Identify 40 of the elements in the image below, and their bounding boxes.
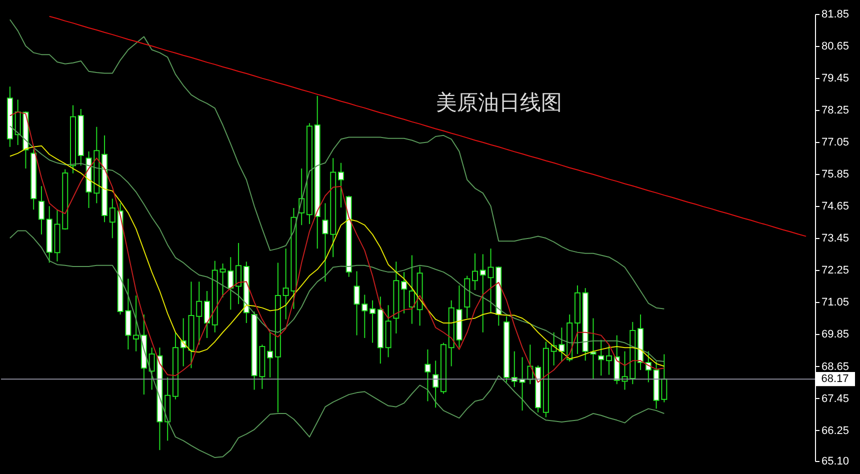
line-series — [9, 230, 665, 458]
y-tick-label: 67.45 — [822, 392, 850, 405]
candlestick — [472, 252, 478, 290]
candlestick — [645, 350, 652, 383]
y-tick-label: 68.65 — [822, 360, 850, 373]
candlestick — [401, 272, 408, 314]
line-series — [48, 16, 807, 237]
candlestick — [432, 360, 439, 408]
candlestick — [480, 254, 486, 333]
line-series — [9, 19, 665, 310]
candlestick — [338, 162, 344, 208]
y-tick-label: 78.25 — [822, 104, 850, 117]
y-tick-label: 74.65 — [822, 200, 850, 213]
y-tick-label: 73.45 — [822, 232, 850, 245]
y-tick-label: 79.45 — [822, 72, 850, 85]
candlestick — [598, 339, 604, 376]
y-tick-label: 65.10 — [822, 456, 850, 468]
candlestick — [424, 348, 431, 402]
candlestick — [408, 254, 415, 324]
candlestick — [196, 281, 202, 346]
y-tick-label: 77.05 — [822, 136, 850, 149]
candlestick — [204, 290, 210, 338]
y-tick-label: 72.25 — [822, 264, 850, 277]
text: 美原油日线图 — [436, 90, 562, 114]
candlestick — [38, 186, 44, 235]
y-tick-label: 81.85 — [822, 8, 850, 20]
candlestick — [370, 300, 376, 344]
y-tick-label: 80.65 — [822, 40, 850, 53]
y-tick-label: 75.85 — [822, 168, 850, 181]
candlestick — [614, 334, 620, 385]
y-tick-label: 66.25 — [822, 424, 850, 437]
candlestick — [133, 295, 140, 352]
candlestick — [606, 344, 612, 376]
candlestick — [109, 198, 116, 239]
candlestick — [322, 202, 328, 282]
y-tick-label: 69.85 — [822, 328, 850, 341]
y-tick-label: 71.05 — [822, 296, 850, 309]
candlestick — [267, 332, 274, 378]
ref-line-label: 68.17 — [821, 373, 849, 386]
candlestick — [236, 242, 242, 305]
